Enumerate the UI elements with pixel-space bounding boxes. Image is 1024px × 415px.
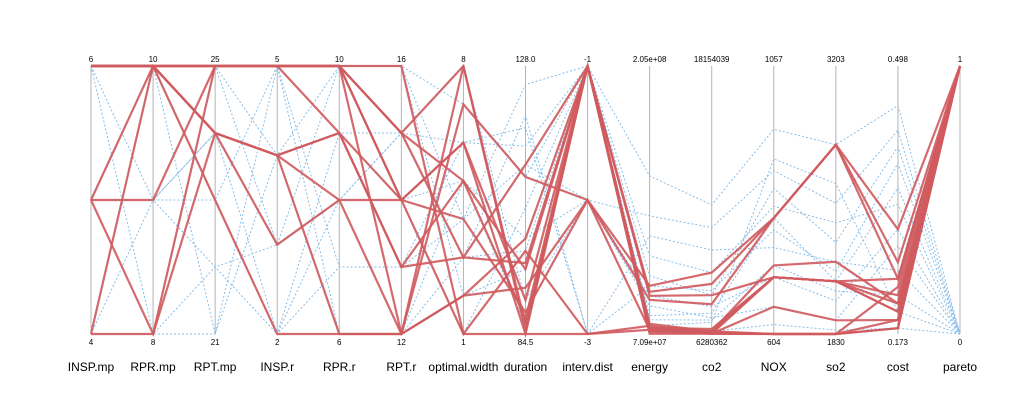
- axis-title-rpt-mp: RPT.mp: [194, 360, 237, 374]
- axis-max-label-rpt-r: 16: [397, 55, 406, 64]
- axis-max-label-insp-mp: 6: [89, 55, 94, 64]
- axis-title-nox: NOX: [761, 360, 787, 374]
- axis-min-label-co2: 6280362: [696, 338, 728, 347]
- axis-title-co2: co2: [702, 360, 722, 374]
- axis-min-label-duration: 84.5: [518, 338, 534, 347]
- axis-max-label-so2: 3203: [827, 55, 845, 64]
- axis-min-label-insp-r: 2: [275, 338, 280, 347]
- axis-max-label-co2: 18154039: [694, 55, 730, 64]
- axis-max-label-insp-r: 5: [275, 55, 280, 64]
- axis-max-label-rpr-mp: 10: [149, 55, 158, 64]
- axis-title-energy: energy: [631, 360, 668, 374]
- non-pareto-line-5: [91, 64, 961, 335]
- axis-title-rpr-r: RPR.r: [323, 360, 356, 374]
- axis-title-optimal-width: optimal.width: [428, 360, 498, 374]
- axis-min-label-optimal-width: 1: [461, 338, 466, 347]
- axis-title-insp-mp: INSP.mp: [68, 360, 115, 374]
- axis-title-interv-dist: interv.dist: [562, 360, 613, 374]
- axis-title-rpr-mp: RPR.mp: [130, 360, 176, 374]
- axis-max-label-energy: 2.05e+08: [633, 55, 667, 64]
- axis-title-duration: duration: [504, 360, 547, 374]
- axis-min-label-so2: 1830: [827, 338, 845, 347]
- pareto-line-25: [91, 64, 962, 339]
- axis-min-label-rpt-mp: 21: [211, 338, 220, 347]
- axis-max-label-duration: 128.0: [515, 55, 536, 64]
- pareto-lines: [89, 61, 962, 339]
- axis-min-label-rpt-r: 12: [397, 338, 406, 347]
- axis-title-cost: cost: [887, 360, 910, 374]
- pareto-line-24: [90, 64, 962, 337]
- axis-labels: 64INSP.mp108RPR.mp2521RPT.mp52INSP.r106R…: [68, 55, 978, 374]
- axis-title-so2: so2: [826, 360, 846, 374]
- axis-min-label-insp-mp: 4: [89, 338, 94, 347]
- axis-title-pareto: pareto: [943, 360, 977, 374]
- axis-min-label-nox: 604: [767, 338, 781, 347]
- axis-min-label-cost: 0.173: [888, 338, 909, 347]
- axis-max-label-nox: 1057: [765, 55, 783, 64]
- axis-max-label-pareto: 1: [958, 55, 963, 64]
- axis-max-label-optimal-width: 8: [461, 55, 466, 64]
- axis-min-label-energy: 7.09e+07: [633, 338, 667, 347]
- non-pareto-line-9: [90, 65, 961, 335]
- axis-title-rpt-r: RPT.r: [386, 360, 416, 374]
- axis-min-label-rpr-mp: 8: [151, 338, 156, 347]
- axis-max-label-rpr-r: 10: [335, 55, 344, 64]
- axis-max-label-cost: 0.498: [888, 55, 909, 64]
- axis-min-label-pareto: 0: [958, 338, 963, 347]
- axis-min-label-interv-dist: -3: [584, 338, 592, 347]
- axis-title-insp-r: INSP.r: [260, 360, 294, 374]
- axis-max-label-interv-dist: -1: [584, 55, 592, 64]
- axis-min-label-rpr-r: 6: [337, 338, 342, 347]
- axis-max-label-rpt-mp: 25: [211, 55, 220, 64]
- axes: [90, 66, 961, 334]
